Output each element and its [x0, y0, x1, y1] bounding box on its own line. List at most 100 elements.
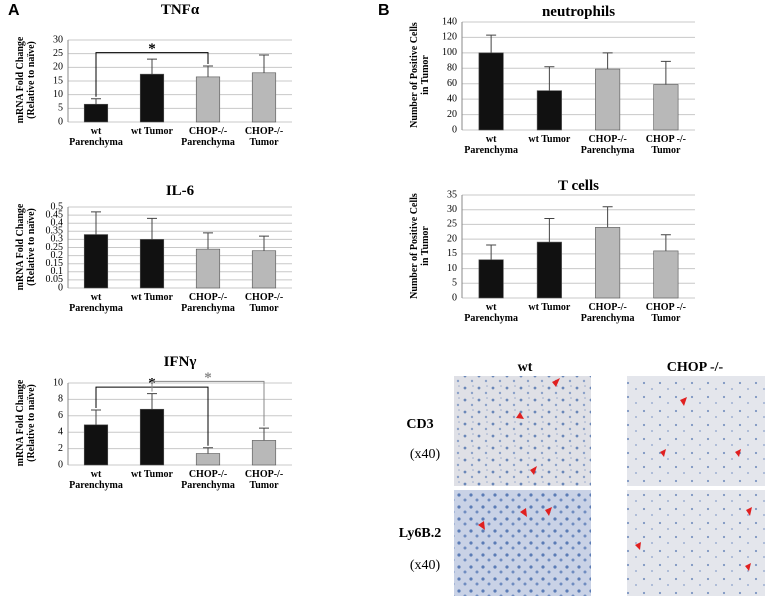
- x-tick-label: CHOP-/- Parenchyma: [181, 292, 235, 314]
- y-tick-label: 140: [442, 16, 457, 27]
- bar: [536, 241, 562, 299]
- micrograph-row-label: CD3: [406, 417, 434, 432]
- chart-title: T cells: [558, 178, 599, 194]
- y-tick-label: 25: [447, 219, 457, 230]
- significance-bracket: [151, 380, 265, 427]
- y-tick-label: 5: [452, 278, 457, 289]
- y-tick-label: 0.5: [51, 201, 64, 212]
- x-tick-label: wt Tumor: [528, 134, 571, 145]
- y-tick-label: 2: [58, 443, 63, 454]
- error-bar: [259, 427, 269, 441]
- x-tick-label: CHOP-/- Parenchyma: [580, 134, 635, 156]
- y-tick-label: 20: [447, 233, 457, 244]
- y-tick-label: 0.35: [46, 226, 64, 237]
- y-tick-label: 60: [447, 78, 457, 89]
- bar: [251, 72, 277, 123]
- bar: [195, 76, 221, 123]
- bar: [139, 408, 165, 466]
- y-tick-label: 0: [58, 459, 63, 470]
- error-bar: [147, 58, 157, 75]
- y-tick-label: 0.15: [46, 258, 64, 269]
- y-tick-label: 20: [447, 109, 457, 120]
- magnification: (x40): [409, 447, 441, 462]
- bar: [595, 68, 621, 131]
- bar: [251, 250, 277, 289]
- error-bar: [660, 234, 671, 251]
- bar: [83, 103, 109, 123]
- y-tick-label: 0.3: [51, 234, 64, 245]
- x-tick-label: wt Tumor: [528, 302, 571, 313]
- y-tick-label: 10: [53, 89, 63, 100]
- y-tick-label: 0.45: [46, 209, 64, 220]
- error-bar: [486, 244, 497, 260]
- y-tick-label: 30: [53, 34, 63, 45]
- micrograph: [454, 376, 591, 486]
- y-tick-label: 100: [442, 47, 457, 58]
- micrograph: [627, 490, 765, 596]
- y-tick-label: 15: [447, 248, 457, 259]
- x-tick-label: wt Parenchyma: [69, 292, 123, 314]
- bar: [139, 73, 165, 123]
- chart-title: IFNγ: [163, 354, 197, 370]
- bar: [478, 52, 504, 131]
- error-bar: [203, 65, 213, 77]
- y-tick-label: 25: [53, 48, 63, 59]
- significance-label: *: [148, 41, 156, 57]
- y-tick-label: 0.4: [51, 217, 64, 228]
- bar: [595, 227, 621, 299]
- y-tick-label: 35: [447, 189, 457, 200]
- error-bar: [259, 235, 269, 251]
- y-axis-label: mRNA Fold Change (Relative to naïve): [15, 379, 37, 467]
- bar: [83, 234, 109, 289]
- x-tick-label: CHOP -/- Tumor: [645, 134, 687, 156]
- x-tick-label: wt Tumor: [131, 126, 173, 137]
- error-bar: [602, 206, 613, 228]
- chart-title: neutrophils: [541, 4, 616, 20]
- error-bar: [544, 218, 555, 243]
- x-tick-label: CHOP-/- Parenchyma: [580, 302, 635, 324]
- x-tick-label: CHOP-/- Tumor: [244, 126, 284, 148]
- error-bar: [91, 409, 101, 425]
- micrograph-images: [454, 376, 765, 596]
- y-tick-label: 10: [447, 263, 457, 274]
- y-tick-label: 0.1: [51, 266, 64, 277]
- panel-label: A: [8, 2, 20, 19]
- y-axis-label: mRNA Fold Change (Relative to naïve): [15, 36, 37, 124]
- y-tick-label: 5: [58, 103, 63, 114]
- bar: [195, 453, 221, 466]
- micrograph: [454, 490, 591, 596]
- bar: [536, 90, 562, 131]
- micrograph: [627, 376, 765, 486]
- x-tick-label: wt Parenchyma: [464, 302, 518, 324]
- y-tick-label: 80: [447, 63, 457, 74]
- error-bar: [544, 66, 555, 91]
- x-tick-label: wt Parenchyma: [464, 134, 518, 156]
- y-tick-label: 15: [53, 75, 63, 86]
- y-axis-label: Number of Positive Cells in Tumor: [409, 192, 431, 299]
- bar: [251, 440, 277, 466]
- error-bar: [486, 34, 497, 53]
- micrograph-row-label: Ly6B.2: [398, 526, 442, 541]
- error-bar: [91, 211, 101, 235]
- x-tick-label: CHOP-/- Tumor: [244, 292, 284, 314]
- y-tick-label: 0: [452, 292, 457, 303]
- y-tick-label: 30: [447, 204, 457, 215]
- x-tick-label: CHOP-/- Parenchyma: [181, 469, 235, 491]
- x-tick-label: wt Parenchyma: [69, 126, 123, 148]
- chart-title: IL-6: [165, 183, 195, 199]
- error-bar: [91, 98, 101, 105]
- y-tick-label: 40: [447, 93, 457, 104]
- arrowheads: [478, 378, 752, 571]
- error-bar: [203, 447, 213, 454]
- y-tick-label: 4: [58, 426, 63, 437]
- chart-title: TNFα: [160, 2, 200, 18]
- y-tick-label: 0: [58, 116, 63, 127]
- magnification: (x40): [409, 558, 441, 573]
- bar: [478, 259, 504, 299]
- micrograph-column-label: CHOP -/-: [666, 360, 724, 375]
- error-bar: [203, 232, 213, 250]
- significance-label: *: [204, 370, 212, 386]
- error-bar: [147, 393, 157, 410]
